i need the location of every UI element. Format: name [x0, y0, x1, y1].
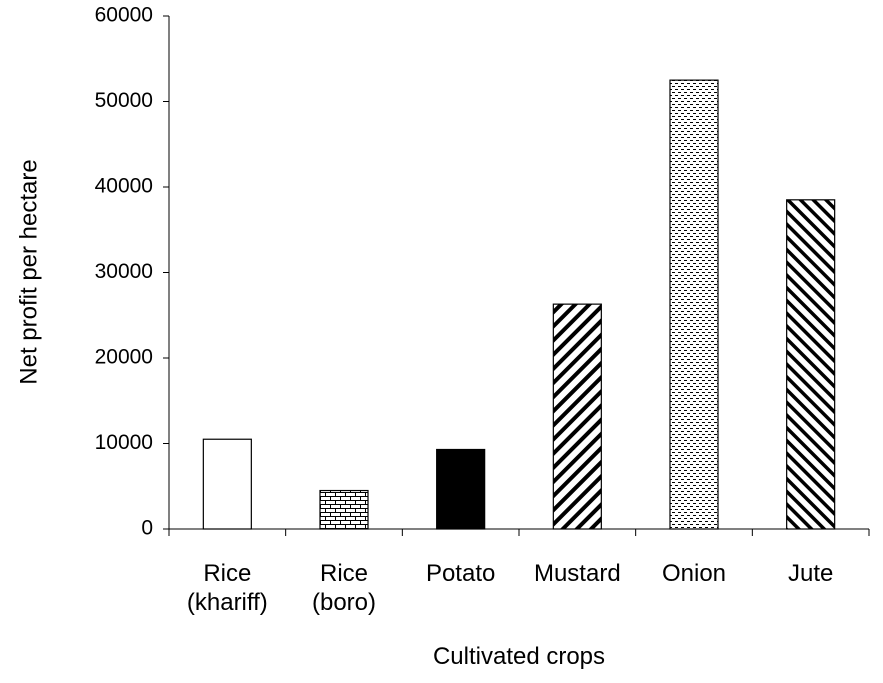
bar — [552, 303, 602, 530]
y-tick-label: 0 — [141, 517, 153, 540]
x-axis-label: Cultivated crops — [432, 643, 606, 670]
y-tick-label: 60000 — [95, 4, 153, 27]
bar — [786, 199, 836, 530]
y-tick-label: 40000 — [95, 175, 153, 198]
x-tick-label: Rice (khariff) — [186, 560, 268, 616]
y-tick-label: 10000 — [95, 431, 153, 454]
y-tick-label: 50000 — [95, 89, 153, 112]
bar — [319, 489, 369, 530]
x-tick-label: Jute — [787, 560, 834, 587]
bar — [669, 79, 719, 530]
x-tick-label: Onion — [661, 560, 727, 587]
y-tick-label: 30000 — [95, 260, 153, 283]
y-tick-label: 20000 — [95, 346, 153, 369]
x-tick-label: Potato — [425, 560, 496, 587]
bar — [436, 448, 486, 530]
x-tick-label: Rice (boro) — [311, 560, 377, 616]
x-tick-label: Mustard — [533, 560, 621, 587]
y-axis-label: Net profit per hectare — [15, 159, 42, 384]
bar — [202, 438, 252, 530]
